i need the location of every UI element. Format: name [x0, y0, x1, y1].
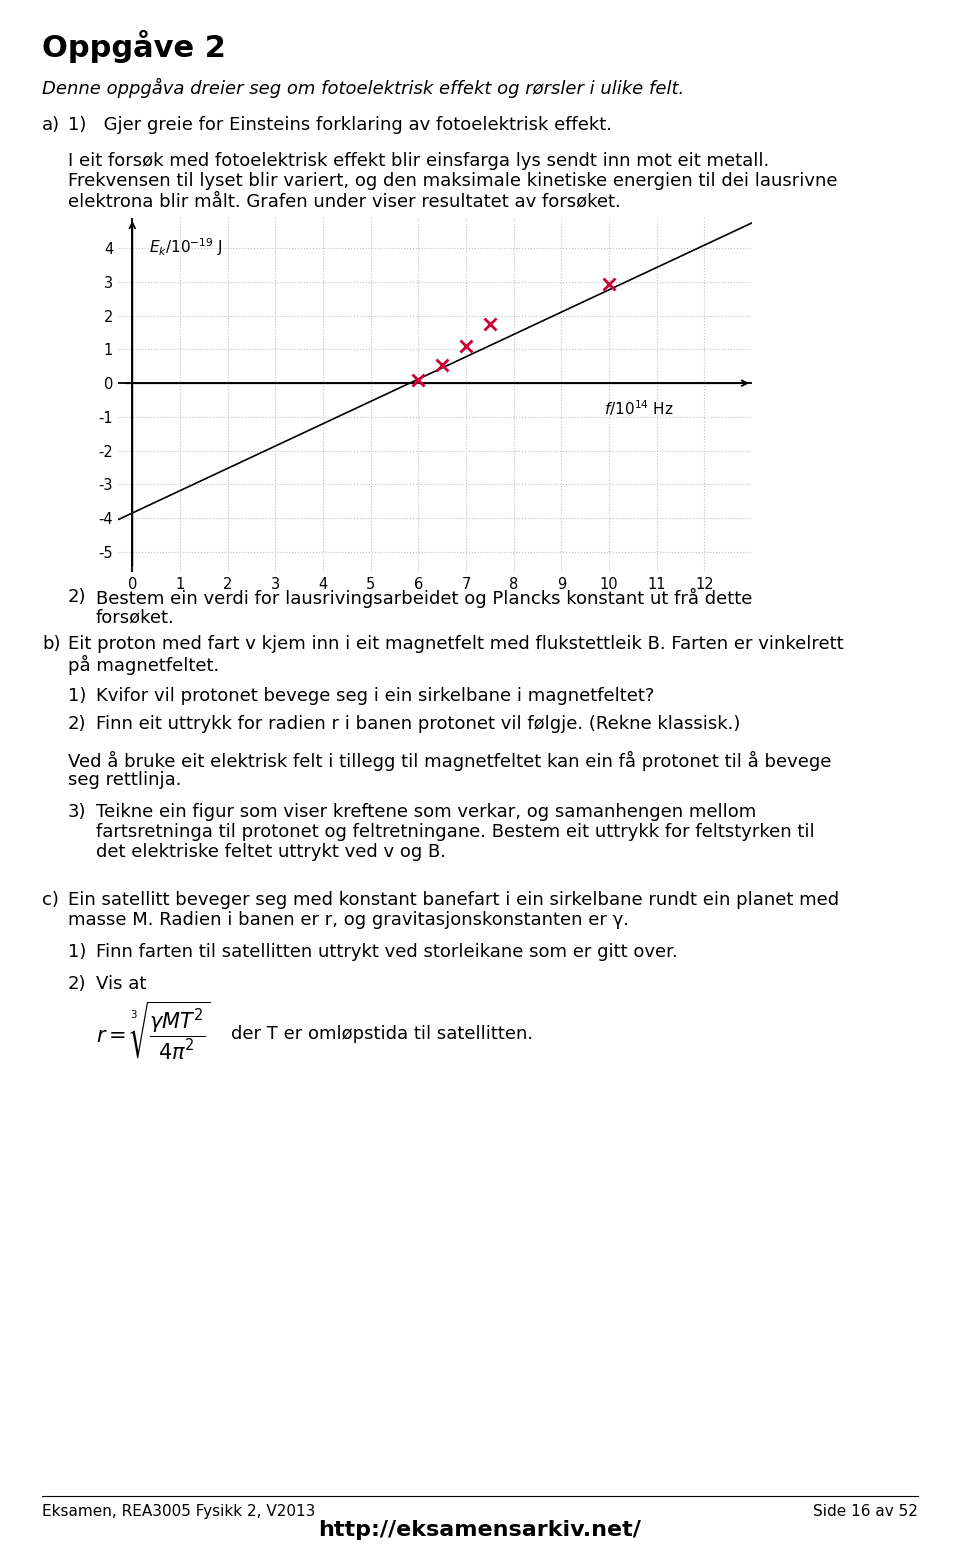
Text: $E_k/10^{-19}$ J: $E_k/10^{-19}$ J — [149, 237, 223, 258]
Text: Side 16 av 52: Side 16 av 52 — [813, 1504, 918, 1520]
Text: http://eksamensarkiv.net/: http://eksamensarkiv.net/ — [319, 1520, 641, 1540]
Text: 2): 2) — [68, 976, 86, 993]
Text: Finn farten til satellitten uttrykt ved storleikane som er gitt over.: Finn farten til satellitten uttrykt ved … — [96, 943, 678, 962]
Text: a): a) — [42, 116, 60, 135]
Text: $f/10^{14}$ Hz: $f/10^{14}$ Hz — [604, 399, 674, 417]
Text: Eksamen, REA3005 Fysikk 2, V2013: Eksamen, REA3005 Fysikk 2, V2013 — [42, 1504, 316, 1520]
Text: 1): 1) — [68, 943, 86, 962]
Text: seg rettlinja.: seg rettlinja. — [68, 771, 181, 788]
Text: Ved å bruke eit elektrisk felt i tillegg til magnetfeltet kan ein få protonet ti: Ved å bruke eit elektrisk felt i tillegg… — [68, 751, 831, 771]
Text: Finn eit uttrykk for radien r i banen protonet vil følgje. (Rekne klassisk.): Finn eit uttrykk for radien r i banen pr… — [96, 714, 740, 733]
Text: Teikne ein figur som viser kreftene som verkar, og samanhengen mellom: Teikne ein figur som viser kreftene som … — [96, 802, 756, 821]
Text: Ein satellitt beveger seg med konstant banefart i ein sirkelbane rundt ein plane: Ein satellitt beveger seg med konstant b… — [68, 890, 839, 909]
Text: b): b) — [42, 635, 60, 652]
Text: der T er omløpstida til satellitten.: der T er omløpstida til satellitten. — [231, 1025, 533, 1044]
Text: 2): 2) — [68, 714, 86, 733]
Text: c): c) — [42, 890, 59, 909]
Text: elektrona blir målt. Grafen under viser resultatet av forsøket.: elektrona blir målt. Grafen under viser … — [68, 192, 621, 210]
Text: 1)   Gjer greie for Einsteins forklaring av fotoelektrisk effekt.: 1) Gjer greie for Einsteins forklaring a… — [68, 116, 612, 135]
Text: 2): 2) — [68, 587, 86, 606]
Text: Oppgåve 2: Oppgåve 2 — [42, 29, 226, 63]
Text: 1): 1) — [68, 686, 86, 705]
Text: Frekvensen til lyset blir variert, og den maksimale kinetiske energien til dei l: Frekvensen til lyset blir variert, og de… — [68, 172, 837, 190]
Text: 3): 3) — [68, 802, 86, 821]
Text: på magnetfeltet.: på magnetfeltet. — [68, 656, 219, 676]
Text: I eit forsøk med fotoelektrisk effekt blir einsfarga lys sendt inn mot eit metal: I eit forsøk med fotoelektrisk effekt bl… — [68, 152, 769, 170]
Text: Bestem ein verdi for lausrivingsarbeidet og Plancks konstant ut frå dette: Bestem ein verdi for lausrivingsarbeidet… — [96, 587, 753, 608]
Text: Kvifor vil protonet bevege seg i ein sirkelbane i magnetfeltet?: Kvifor vil protonet bevege seg i ein sir… — [96, 686, 655, 705]
Text: fartsretninga til protonet og feltretningane. Bestem eit uttrykk for feltstyrken: fartsretninga til protonet og feltretnin… — [96, 822, 815, 841]
Text: Eit proton med fart v kjem inn i eit magnetfelt med flukstettleik B. Farten er v: Eit proton med fart v kjem inn i eit mag… — [68, 635, 844, 652]
Text: Denne oppgåva dreier seg om fotoelektrisk effekt og rørsler i ulike felt.: Denne oppgåva dreier seg om fotoelektris… — [42, 77, 684, 97]
Text: masse M. Radien i banen er r, og gravitasjonskonstanten er γ.: masse M. Radien i banen er r, og gravita… — [68, 911, 629, 929]
Text: forsøket.: forsøket. — [96, 608, 175, 626]
Text: det elektriske feltet uttrykt ved v og B.: det elektriske feltet uttrykt ved v og B… — [96, 843, 446, 861]
Text: $r = \sqrt[3]{\dfrac{\gamma M T^2}{4\pi^2}}$: $r = \sqrt[3]{\dfrac{\gamma M T^2}{4\pi^… — [96, 999, 211, 1061]
Text: Vis at: Vis at — [96, 976, 146, 993]
